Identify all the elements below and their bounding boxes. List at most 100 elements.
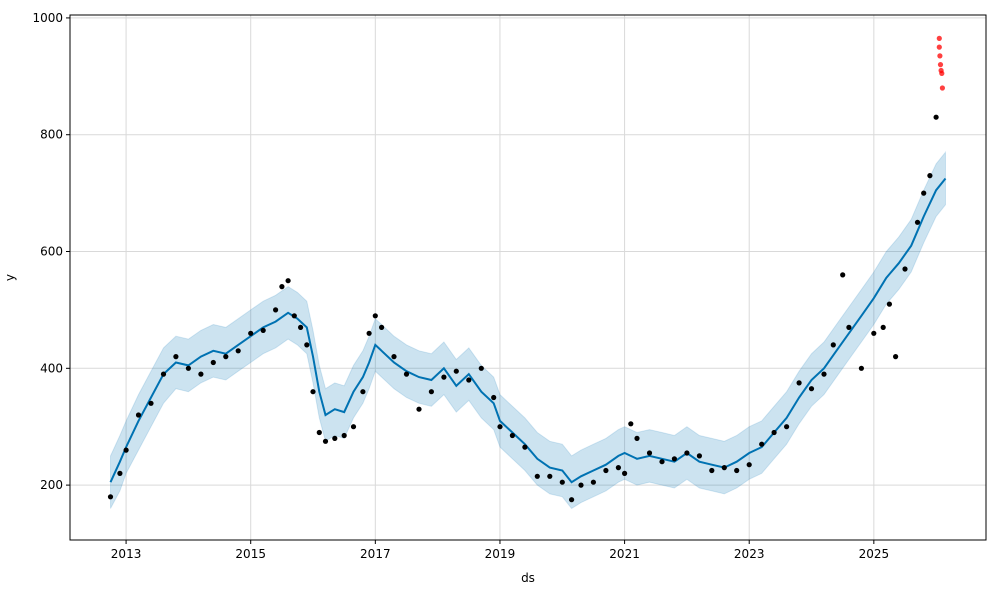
observed-point bbox=[615, 465, 622, 471]
observed-point bbox=[871, 330, 877, 336]
outlier-point bbox=[936, 44, 942, 50]
observed-point bbox=[634, 435, 640, 441]
observed-point bbox=[628, 421, 634, 427]
observed-point bbox=[671, 456, 678, 462]
observed-point bbox=[332, 435, 338, 441]
observed-point bbox=[223, 354, 229, 360]
observed-point bbox=[927, 173, 933, 179]
observed-point bbox=[547, 473, 553, 479]
observed-point bbox=[784, 424, 790, 430]
observed-point bbox=[123, 447, 129, 453]
observed-point bbox=[453, 368, 459, 374]
observed-point bbox=[721, 465, 727, 471]
observed-point bbox=[893, 354, 899, 360]
observed-point bbox=[441, 374, 447, 380]
observed-point bbox=[559, 479, 565, 485]
observed-point bbox=[304, 342, 310, 348]
x-axis-label: ds bbox=[521, 571, 535, 585]
observed-point bbox=[497, 424, 503, 430]
observed-point bbox=[569, 497, 575, 503]
x-tick-label: 2015 bbox=[235, 547, 266, 561]
plot-frame bbox=[69, 14, 987, 541]
observed-point bbox=[341, 432, 347, 439]
observed-point bbox=[830, 342, 836, 348]
y-tick-label: 200 bbox=[40, 478, 63, 492]
observed-point bbox=[285, 278, 291, 284]
observed-point bbox=[622, 470, 628, 476]
x-tick-label: 2019 bbox=[485, 547, 516, 561]
observed-point bbox=[260, 327, 266, 333]
observed-point bbox=[416, 406, 422, 412]
observed-point bbox=[235, 348, 241, 354]
observed-point bbox=[316, 429, 322, 436]
observed-point bbox=[509, 432, 515, 439]
observed-point bbox=[821, 371, 827, 377]
observed-point bbox=[734, 467, 740, 474]
observed-point bbox=[279, 284, 285, 290]
x-tick-label: 2021 bbox=[609, 547, 640, 561]
observed-point bbox=[603, 467, 609, 474]
x-tick-label: 2025 bbox=[859, 547, 890, 561]
observed-point bbox=[696, 453, 703, 459]
outlier-point bbox=[939, 85, 946, 91]
observed-point bbox=[350, 424, 357, 430]
x-tick-label: 2023 bbox=[734, 547, 765, 561]
observed-point bbox=[880, 324, 886, 330]
observed-point bbox=[322, 438, 329, 444]
observed-point bbox=[840, 272, 846, 278]
observed-point bbox=[117, 470, 123, 476]
observed-point bbox=[759, 441, 765, 447]
observed-point bbox=[391, 354, 397, 360]
outlier-points bbox=[936, 35, 946, 91]
observed-point bbox=[709, 467, 715, 474]
observed-point bbox=[921, 190, 927, 196]
observed-point bbox=[659, 459, 665, 465]
observed-point bbox=[914, 219, 921, 225]
observed-point bbox=[428, 389, 434, 395]
observed-point bbox=[578, 482, 584, 488]
observed-point bbox=[160, 371, 167, 377]
observed-point bbox=[379, 324, 385, 330]
y-tick-label: 1000 bbox=[32, 11, 63, 25]
observed-point bbox=[173, 354, 179, 360]
observed-point bbox=[291, 313, 297, 319]
observed-point bbox=[366, 330, 372, 336]
observed-point bbox=[590, 479, 597, 485]
uncertainty-band bbox=[110, 150, 946, 510]
observed-point bbox=[684, 450, 690, 456]
y-tick-label: 800 bbox=[40, 128, 63, 142]
outlier-point bbox=[936, 35, 942, 42]
observed-points bbox=[107, 114, 939, 503]
observed-point bbox=[360, 389, 366, 395]
observed-point bbox=[148, 400, 154, 406]
observed-point bbox=[646, 450, 653, 456]
x-tick-label: 2017 bbox=[360, 547, 391, 561]
y-tick-label: 400 bbox=[40, 361, 63, 375]
observed-point bbox=[886, 301, 893, 307]
observed-point bbox=[902, 266, 908, 272]
outlier-point bbox=[937, 53, 943, 59]
observed-point bbox=[933, 114, 939, 120]
observed-point bbox=[107, 494, 114, 500]
observed-point bbox=[522, 444, 528, 450]
observed-point bbox=[466, 377, 472, 383]
observed-point bbox=[534, 473, 540, 479]
observed-point bbox=[846, 324, 852, 330]
outlier-point bbox=[937, 62, 944, 68]
observed-point bbox=[858, 365, 865, 371]
y-axis-label: y bbox=[3, 274, 17, 281]
uncertainty-band-area bbox=[110, 150, 946, 510]
observed-point bbox=[135, 412, 142, 418]
observed-point bbox=[210, 359, 216, 366]
y-tick-label: 600 bbox=[40, 245, 63, 259]
observed-point bbox=[198, 371, 204, 377]
observed-point bbox=[491, 394, 497, 401]
grid bbox=[70, 15, 986, 540]
observed-point bbox=[746, 462, 752, 468]
forecast-line bbox=[109, 177, 947, 484]
observed-point bbox=[185, 365, 191, 371]
observed-point bbox=[372, 313, 378, 319]
x-tick-label: 2013 bbox=[111, 547, 142, 561]
observed-point bbox=[298, 324, 304, 330]
